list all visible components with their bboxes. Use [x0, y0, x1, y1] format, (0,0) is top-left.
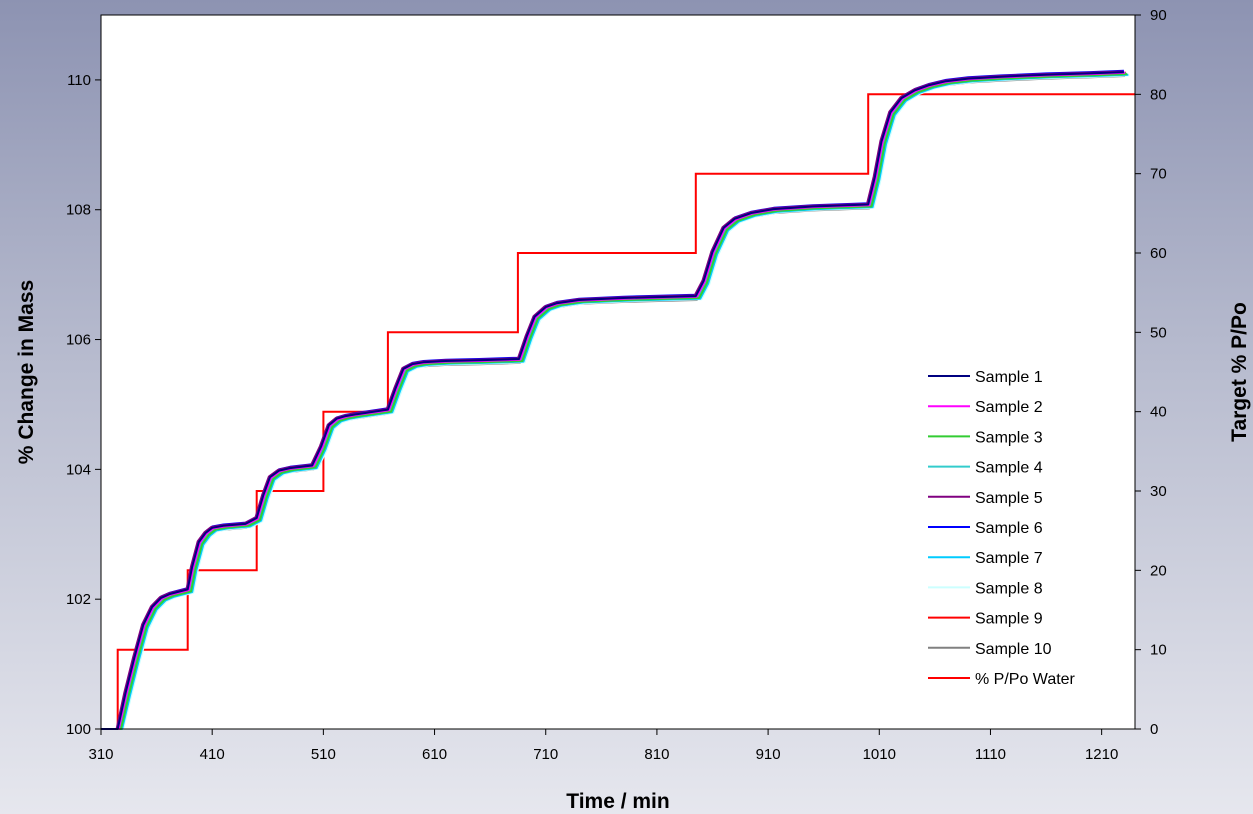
series-line-p-po-water	[101, 93, 1135, 730]
legend-label-sample-2: Sample 2	[975, 399, 1043, 416]
target-series-group	[101, 93, 1135, 730]
y2-tick-label: 90	[1150, 7, 1167, 24]
y2-tick-label: 0	[1150, 721, 1158, 738]
y-tick-label: 104	[66, 461, 91, 478]
series-line-sample-3	[101, 73, 1128, 730]
y-tick-label: 106	[66, 332, 91, 349]
x-tick-label: 1210	[1085, 746, 1118, 763]
y2-tick-label: 20	[1150, 562, 1167, 579]
y-tick-label: 108	[66, 202, 91, 219]
x-tick-label: 610	[422, 746, 447, 763]
x-tick-label: 410	[200, 746, 225, 763]
x-tick-label: 910	[756, 746, 781, 763]
y2-tick-label: 40	[1150, 404, 1167, 421]
legend-label-sample-7: Sample 7	[975, 550, 1043, 567]
series-line-sample-1	[101, 71, 1124, 730]
y2-tick-label: 50	[1150, 324, 1167, 341]
x-tick-label: 510	[311, 746, 336, 763]
legend-label-sample-3: Sample 3	[975, 429, 1043, 446]
legend-label-sample-1: Sample 1	[975, 369, 1043, 386]
y2-tick-label: 80	[1150, 86, 1167, 103]
legend-label--p-po-water: % P/Po Water	[975, 671, 1076, 688]
y2-tick-label: 10	[1150, 642, 1167, 659]
y2-tick-label: 30	[1150, 483, 1167, 500]
legend-label-sample-4: Sample 4	[975, 460, 1043, 477]
y-tick-label: 100	[66, 721, 91, 738]
legend-label-sample-9: Sample 9	[975, 611, 1043, 628]
plot-area	[100, 14, 1136, 730]
x-tick-label: 310	[88, 746, 113, 763]
x-tick-label: 710	[533, 746, 558, 763]
series-group	[101, 69, 1130, 730]
y-axis-title: % Change in Mass	[15, 280, 38, 464]
y2-tick-label: 60	[1150, 245, 1167, 262]
x-tick-label: 1010	[863, 746, 896, 763]
y-tick-label: 102	[66, 591, 91, 608]
legend-label-sample-6: Sample 6	[975, 520, 1043, 537]
x-tick-label: 810	[644, 746, 669, 763]
legend-label-sample-8: Sample 8	[975, 580, 1043, 597]
legend-label-sample-10: Sample 10	[975, 641, 1052, 658]
y2-tick-label: 70	[1150, 166, 1167, 183]
x-axis-title: Time / min	[566, 790, 669, 813]
legend: Sample 1 Sample 2 Sample 3 Sample 4 Sample 5…	[928, 369, 1076, 688]
y2-axis-title: Target % P/Po	[1228, 302, 1251, 442]
x-tick-label: 1110	[975, 746, 1006, 763]
y-tick-label: 110	[67, 72, 91, 89]
legend-label-sample-5: Sample 5	[975, 490, 1043, 507]
